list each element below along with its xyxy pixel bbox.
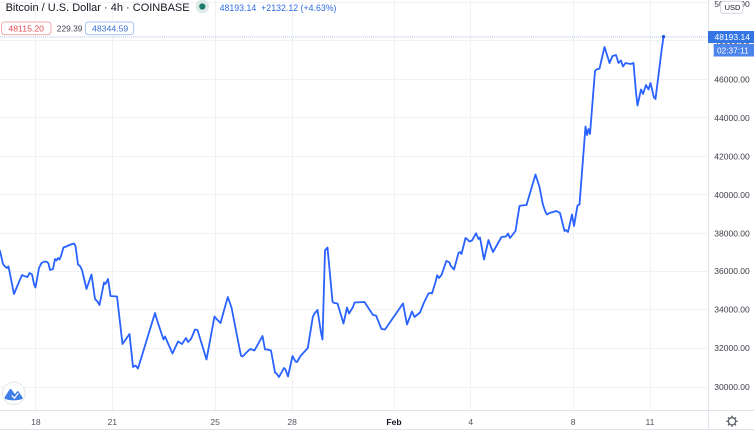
svg-text:48193.14: 48193.14 — [715, 32, 751, 42]
svg-text:34000.00: 34000.00 — [714, 305, 750, 315]
svg-text:38000.00: 38000.00 — [714, 228, 750, 238]
svg-text:11: 11 — [646, 417, 655, 427]
svg-text:42000.00: 42000.00 — [714, 151, 750, 161]
svg-text:48115.20: 48115.20 — [8, 24, 44, 34]
svg-text:4: 4 — [468, 417, 473, 427]
svg-text:36000.00: 36000.00 — [714, 266, 750, 276]
svg-text:18: 18 — [31, 417, 41, 427]
svg-text:48193.14 +2132.12 (+4.63%): 48193.14 +2132.12 (+4.63%) — [220, 3, 337, 13]
svg-text:32000.00: 32000.00 — [714, 343, 750, 353]
svg-text:Feb: Feb — [386, 417, 401, 427]
svg-text:30000.00: 30000.00 — [714, 382, 750, 392]
svg-text:21: 21 — [108, 417, 118, 427]
svg-text:28: 28 — [287, 417, 297, 427]
svg-text:44000.00: 44000.00 — [714, 113, 750, 123]
svg-text:Bitcoin / U.S. Dollar · 4h · C: Bitcoin / U.S. Dollar · 4h · COINBASE — [6, 2, 190, 14]
svg-text:46000.00: 46000.00 — [714, 74, 750, 84]
svg-text:48344.59: 48344.59 — [92, 24, 128, 34]
svg-text:25: 25 — [210, 417, 220, 427]
svg-text:40000.00: 40000.00 — [714, 190, 750, 200]
svg-text:8: 8 — [571, 417, 576, 427]
svg-text:USD: USD — [725, 3, 741, 12]
svg-text:02:37:11: 02:37:11 — [717, 45, 749, 55]
svg-text:229.39: 229.39 — [57, 23, 83, 33]
